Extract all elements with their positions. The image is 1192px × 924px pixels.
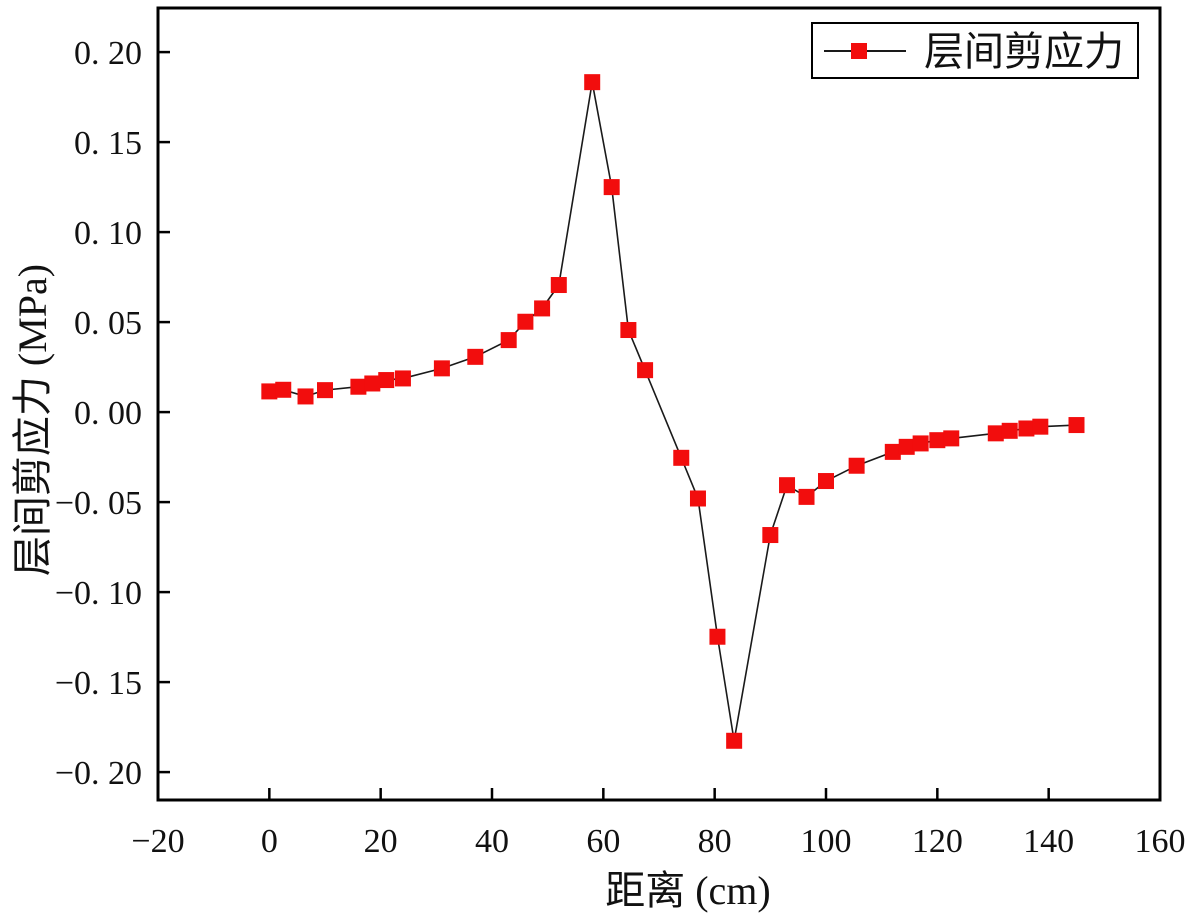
data-point-marker xyxy=(762,527,779,544)
x-axis-ticks: −20 0 20 40 60 80 100 120 140 160 xyxy=(131,788,1186,860)
data-point-marker xyxy=(912,435,929,452)
x-tick-label: 40 xyxy=(475,823,509,860)
x-axis-title: 距离 (cm) xyxy=(605,868,771,913)
y-tick-label: 0. 05 xyxy=(74,305,142,342)
data-point-marker xyxy=(517,313,534,330)
x-tick-label: 160 xyxy=(1135,823,1186,860)
x-tick-label: 60 xyxy=(586,823,620,860)
x-tick-label: −20 xyxy=(131,823,184,860)
data-point-marker xyxy=(1068,417,1085,434)
x-tick-label: 120 xyxy=(912,823,963,860)
data-point-marker xyxy=(987,425,1004,442)
data-point-marker xyxy=(500,332,517,349)
data-point-marker xyxy=(534,300,551,317)
data-point-marker xyxy=(394,370,411,387)
y-tick-label: 0. 15 xyxy=(74,125,142,162)
plot-frame xyxy=(156,6,1162,802)
legend-label: 层间剪应力 xyxy=(924,29,1124,74)
data-point-marker xyxy=(378,372,395,389)
data-series xyxy=(261,74,1085,749)
data-point-marker xyxy=(550,277,567,294)
x-tick-label: 80 xyxy=(698,823,732,860)
data-point-marker xyxy=(350,378,367,395)
y-tick-label: 0. 20 xyxy=(74,35,142,72)
data-point-marker xyxy=(689,490,706,507)
y-tick-label: −0. 15 xyxy=(55,665,142,702)
data-point-marker xyxy=(275,381,292,398)
data-point-marker xyxy=(620,322,637,339)
x-tick-label: 100 xyxy=(801,823,852,860)
data-point-marker xyxy=(297,388,314,405)
data-point-marker xyxy=(637,362,654,379)
x-tick-label: 0 xyxy=(261,823,278,860)
y-tick-label: 0. 10 xyxy=(74,215,142,252)
x-tick-label: 20 xyxy=(364,823,398,860)
y-axis-title: 层间剪应力 (MPa) xyxy=(10,264,55,576)
data-point-marker xyxy=(1018,420,1035,437)
data-point-marker xyxy=(433,360,450,377)
legend-square-marker-icon xyxy=(851,43,867,59)
y-tick-label: −0. 05 xyxy=(55,485,142,522)
data-point-marker xyxy=(798,488,815,505)
x-tick-label: 140 xyxy=(1023,823,1074,860)
legend: 层间剪应力 xyxy=(811,22,1139,79)
data-point-marker xyxy=(1001,422,1018,439)
data-point-marker xyxy=(884,443,901,460)
data-point-marker xyxy=(1032,418,1049,435)
data-point-marker xyxy=(848,457,865,474)
data-point-marker xyxy=(317,382,333,399)
y-tick-label: −0. 10 xyxy=(55,575,142,612)
data-point-marker xyxy=(726,732,743,749)
data-point-marker xyxy=(673,449,690,466)
data-point-marker xyxy=(584,74,601,91)
data-point-marker xyxy=(779,477,796,494)
data-point-marker xyxy=(709,628,726,645)
data-point-marker xyxy=(818,473,834,490)
data-point-marker xyxy=(929,432,946,449)
y-tick-label: −0. 20 xyxy=(55,755,142,792)
data-point-marker xyxy=(943,430,960,447)
data-point-marker xyxy=(467,348,484,365)
data-point-marker xyxy=(261,383,278,400)
y-tick-label: 0. 00 xyxy=(74,395,142,432)
data-point-marker xyxy=(898,438,915,455)
y-axis-ticks: 0. 20 0. 15 0. 10 0. 05 0. 00 −0. 05 −0. 10 −0.… xyxy=(55,35,170,792)
data-point-marker xyxy=(603,179,620,196)
data-point-marker xyxy=(364,375,381,392)
